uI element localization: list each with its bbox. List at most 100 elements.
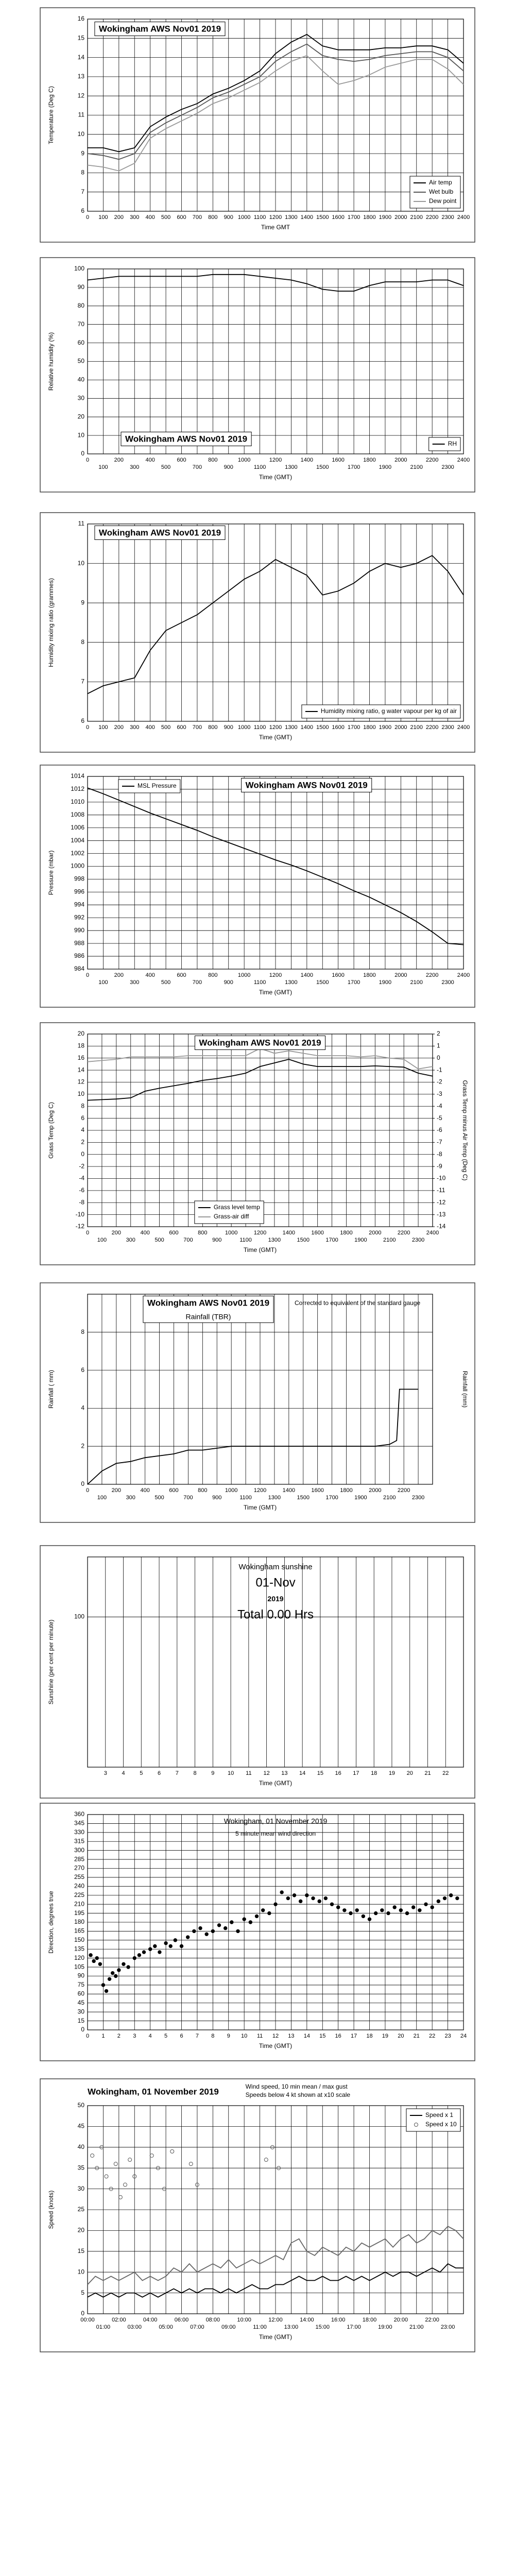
y-tick-label: 10 — [78, 1090, 85, 1097]
y2-tick-label: 1 — [437, 1042, 440, 1049]
y-tick-label: 1000 — [71, 862, 84, 870]
x-tick-label: 500 — [161, 464, 170, 470]
data-point — [355, 1908, 359, 1912]
y-tick-label: 11 — [78, 111, 85, 118]
x-tick-label: 13 — [288, 2033, 294, 2039]
x-tick-label: 10 — [241, 2033, 247, 2039]
x-tick-label: 2300 — [441, 979, 454, 986]
y-tick-label: 45 — [78, 2123, 85, 2130]
x-tick-label: 900 — [224, 979, 233, 986]
y-axis-label: Direction, degrees true — [47, 1891, 55, 1954]
x-tick-label: 1300 — [268, 1495, 281, 1501]
x-tick-label: 2100 — [410, 724, 423, 731]
data-point — [153, 1944, 157, 1948]
y-tick-label: 20 — [78, 1030, 85, 1037]
data-point — [277, 2166, 281, 2171]
data-point — [185, 1935, 190, 1939]
data-point — [204, 1932, 209, 1936]
chart-panel: 9849869889909929949969981000100210041006… — [40, 765, 475, 1008]
y-axis-label: Humidity mixing ratio (grammes) — [47, 578, 55, 667]
series-line — [87, 43, 464, 160]
data-point — [104, 2174, 109, 2179]
chart-title: Wokingham, 01 November 2019 — [88, 2087, 219, 2096]
chart-note: Speeds below 4 kt shown at x10 scale — [246, 2091, 351, 2098]
x-tick-label: 1400 — [283, 1230, 295, 1236]
x-tick-label: 9 — [227, 2033, 230, 2039]
series-line — [87, 1388, 419, 1485]
x-tick-label: 900 — [212, 1237, 221, 1243]
x-tick-label: 19 — [382, 2033, 388, 2039]
data-point — [261, 1908, 265, 1912]
y2-tick-label: -1 — [437, 1066, 442, 1073]
series-line — [87, 55, 464, 172]
y2-tick-label: -14 — [437, 1223, 446, 1230]
x-tick-label: 20 — [407, 1770, 413, 1776]
y-tick-label: 998 — [74, 875, 84, 883]
x-tick-label: 400 — [145, 724, 154, 731]
y-tick-label: 255 — [74, 1873, 84, 1880]
x-tick-label: 16:00 — [331, 2317, 346, 2323]
x-tick-label: 17:00 — [347, 2324, 361, 2330]
x-tick-label: 600 — [177, 457, 186, 463]
x-tick-label: 700 — [193, 724, 202, 731]
chart-panel: -12-10-8-6-4-202468101214161820-14-13-12… — [40, 1022, 475, 1265]
x-tick-label: 3 — [104, 1770, 107, 1776]
x-tick-label: 2000 — [394, 972, 407, 978]
x-tick-label: 0 — [86, 972, 89, 978]
x-tick-label: 1400 — [301, 457, 313, 463]
x-axis-label: Time GMT — [261, 224, 290, 231]
x-tick-label: 1400 — [283, 1487, 295, 1494]
x-tick-label: 05:00 — [159, 2324, 173, 2330]
data-point — [380, 1908, 384, 1912]
y-tick-label: 4 — [81, 1126, 84, 1133]
y2-tick-label: -9 — [437, 1162, 442, 1170]
title-box — [94, 525, 226, 540]
y-axis-label: Relative humidity (%) — [47, 332, 55, 391]
chart-subtitle: 5 minute mean wind direction — [235, 1830, 316, 1837]
data-point — [298, 1899, 303, 1904]
x-tick-label: 1600 — [332, 972, 344, 978]
chart-title: Wokingham AWS Nov01 2019 — [147, 1298, 269, 1308]
chart-subtitle: 2019 — [267, 1595, 283, 1603]
y-tick-label: 180 — [74, 1918, 84, 1925]
data-point — [117, 1968, 121, 1972]
data-point — [122, 1962, 126, 1966]
data-point — [132, 1956, 136, 1960]
x-tick-label: 1600 — [332, 724, 344, 731]
y-tick-label: 9 — [81, 599, 84, 606]
data-point — [424, 1902, 428, 1906]
title-box — [241, 777, 372, 792]
x-tick-label: 800 — [208, 972, 217, 978]
x-tick-label: 1100 — [239, 1237, 252, 1243]
x-tick-label: 1000 — [238, 457, 250, 463]
x-tick-label: 06:00 — [175, 2317, 189, 2323]
y-tick-label: 994 — [74, 901, 84, 908]
x-tick-label: 1200 — [269, 214, 282, 221]
x-tick-label: 200 — [112, 1230, 121, 1236]
x-tick-label: 300 — [130, 464, 139, 470]
y-tick-label: 20 — [78, 413, 85, 420]
chart-panel: 0 5 10 15 20 25 30 35 40 45 50 00:0001:0002:0003:00… — [40, 2078, 475, 2352]
x-axis-label: Time (GMT) — [244, 1504, 277, 1511]
x-tick-label: 1000 — [238, 214, 250, 221]
chart-panel: 6 7 8 9 10 11 0 100 200 300 400 500 600 700 800 900 1000… — [40, 512, 475, 753]
x-tick-label: 900 — [212, 1495, 221, 1501]
y-tick-label: 210 — [74, 1900, 84, 1907]
x-tick-label: 2400 — [457, 214, 470, 221]
x-tick-label: 18 — [371, 1770, 377, 1776]
data-point — [179, 1944, 184, 1948]
x-tick-label: 5 — [140, 1770, 143, 1776]
y-tick-label: -10 — [76, 1211, 85, 1218]
y-tick-label: 0 — [81, 2026, 84, 2033]
y-axis-label: Speed (knots) — [47, 2191, 55, 2229]
x-tick-label: 500 — [161, 979, 170, 986]
x-tick-label: 6 — [158, 1770, 161, 1776]
y-tick-label: 8 — [81, 1102, 84, 1109]
x-tick-label: 1300 — [285, 214, 297, 221]
y-tick-label: 9 — [81, 149, 84, 157]
legend: Grass level temp Grass-air diff — [194, 1200, 264, 1224]
x-tick-label: 2300 — [441, 214, 454, 221]
x-tick-label: 2200 — [426, 457, 438, 463]
title-block: Wokingham AWS Nov01 2019 — [241, 777, 372, 792]
chart-panel: 6 7 8 9 10 11 12 13 14 15 16 0 100 200 300 400 500 600 700… — [40, 7, 475, 243]
